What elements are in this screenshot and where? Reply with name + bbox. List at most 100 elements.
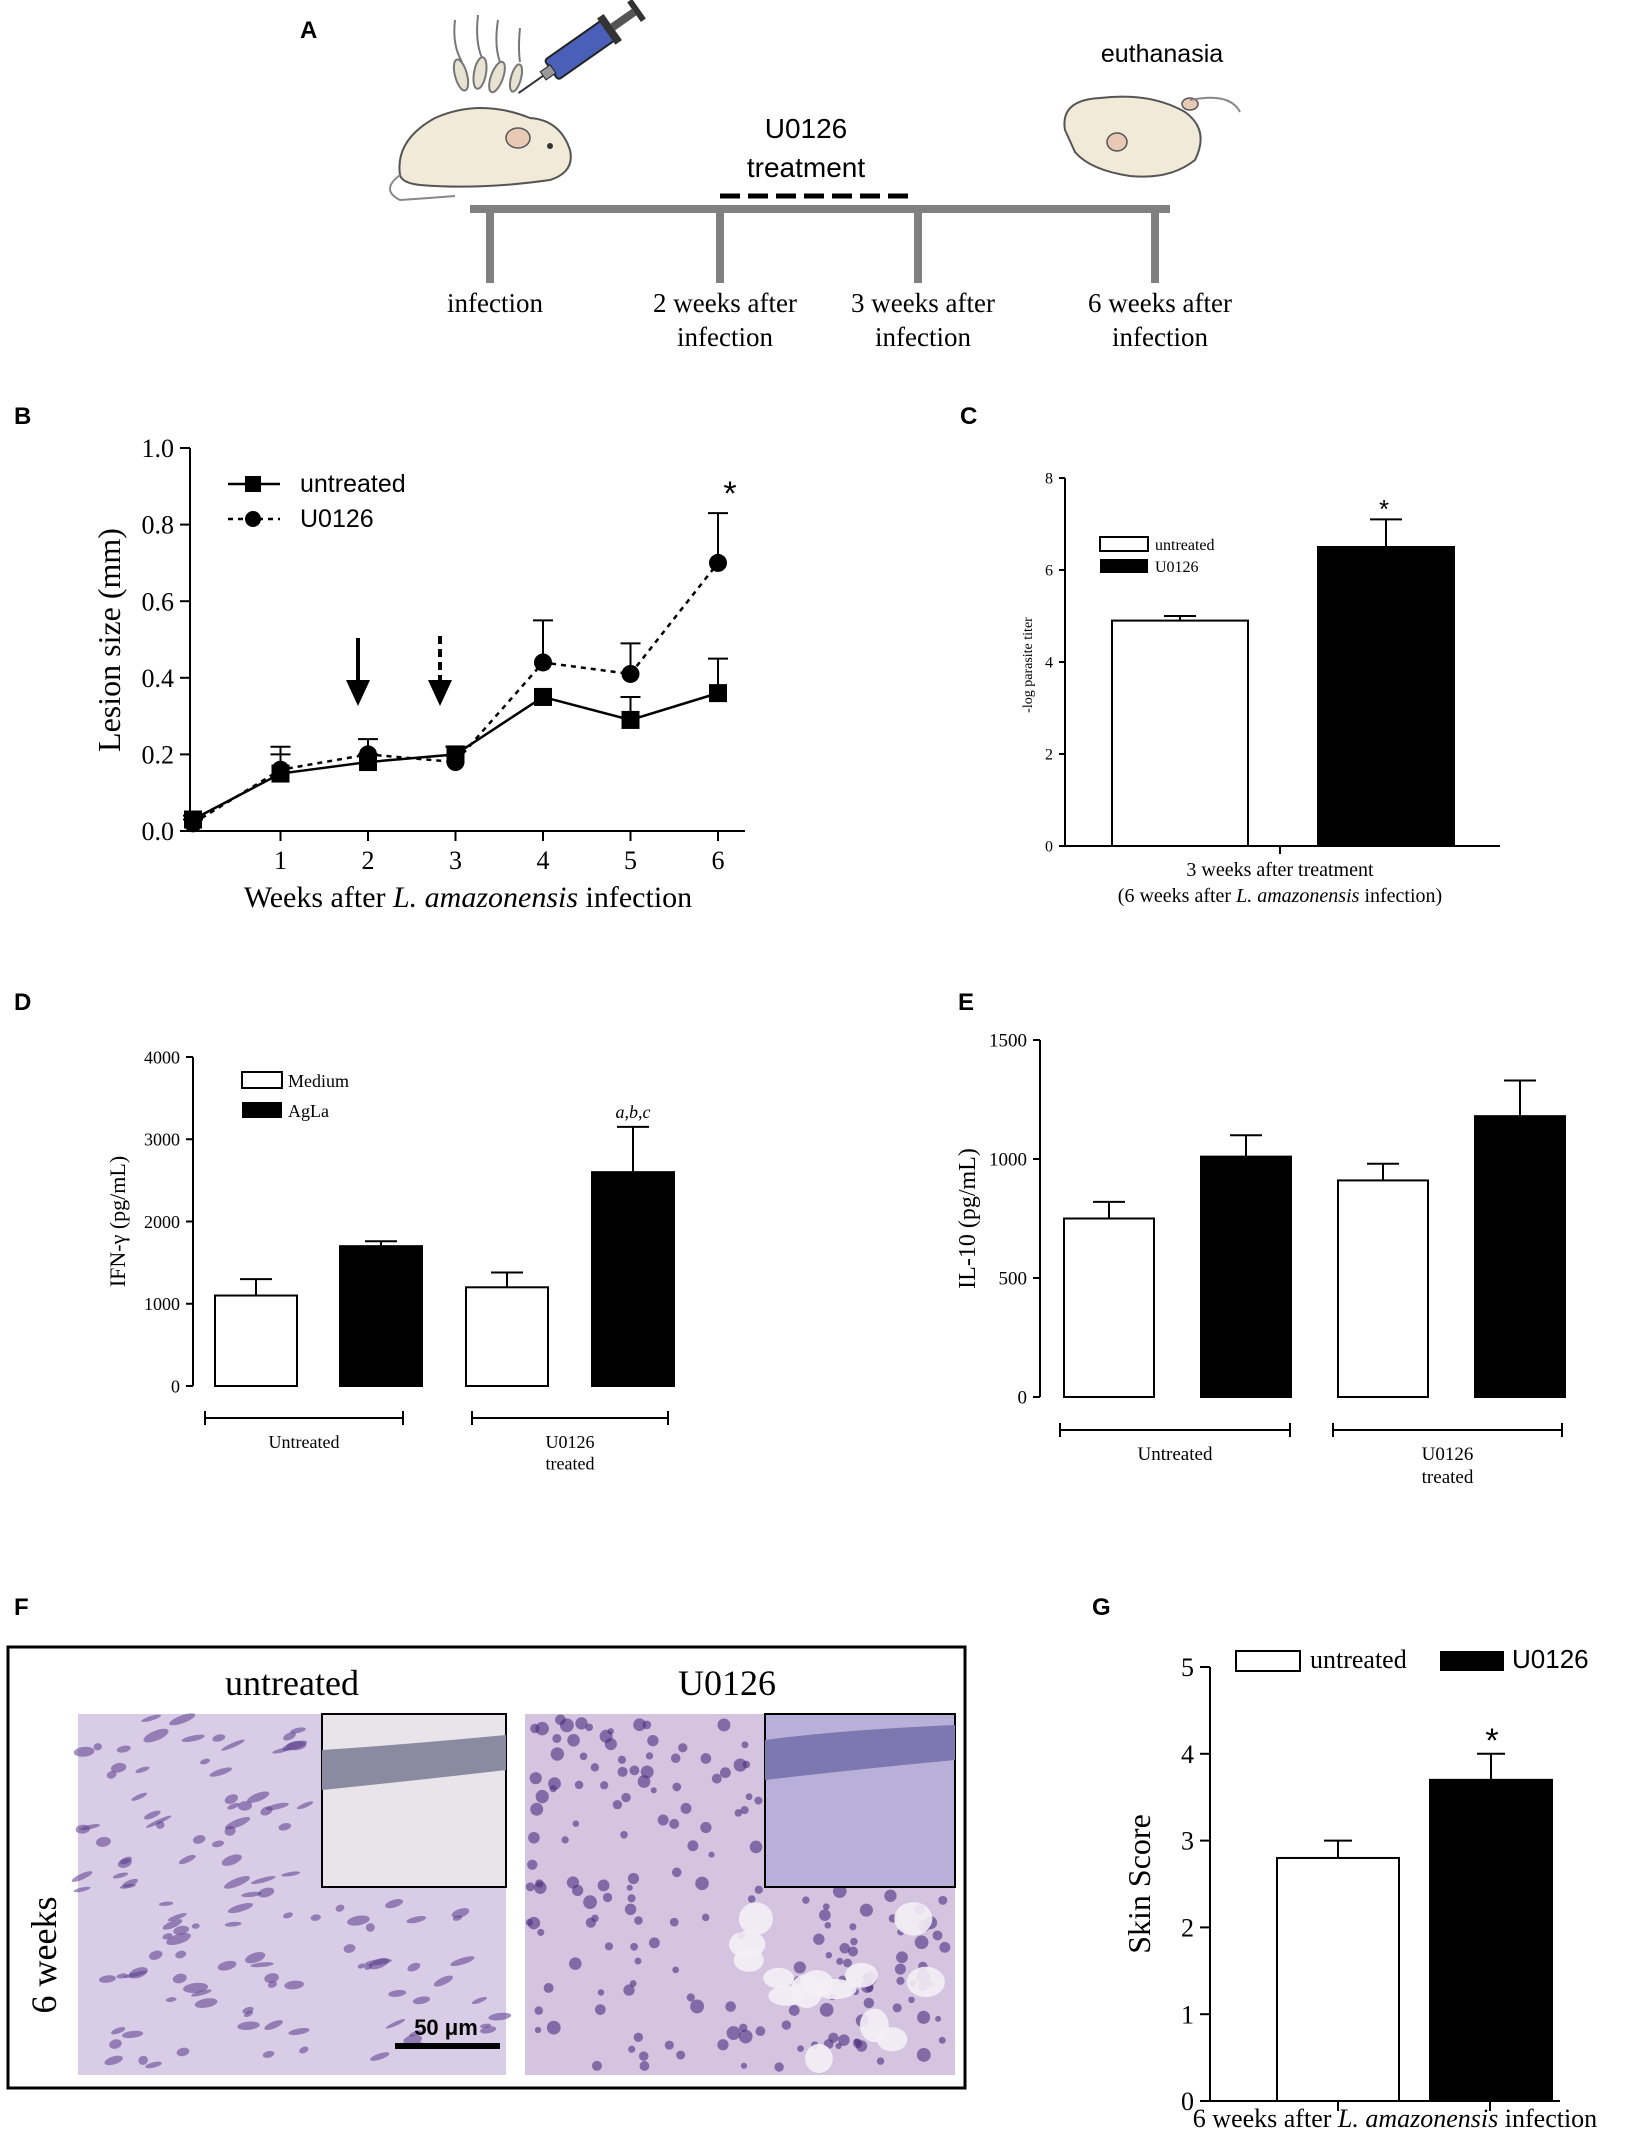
timeline-label: 2 weeks after <box>653 288 797 318</box>
cell-nucleus <box>250 1962 274 1968</box>
cell-nucleus <box>572 1820 580 1827</box>
cell-nucleus <box>639 2061 650 2071</box>
inset-epidermis-untreated <box>322 1735 506 1790</box>
y-tick-label: 2000 <box>144 1212 180 1232</box>
group-label: U0126 <box>546 1432 595 1452</box>
cell-nucleus <box>645 1752 654 1760</box>
cell-nucleus <box>850 1937 858 1946</box>
panel-d: D 0 1000 2000 3000 4000 Untreated U0126treated… <box>14 989 675 1474</box>
data-point-u0126 <box>534 653 552 672</box>
cell-nucleus <box>224 1921 242 1927</box>
cell-nucleus <box>914 1935 929 1950</box>
cell-nucleus <box>569 1957 582 1970</box>
y-axis-label: Lesion size (mm) <box>91 528 127 752</box>
cell-nucleus <box>670 1753 681 1763</box>
bar-Medium-1 <box>1337 1179 1429 1399</box>
legend-swatch-medium <box>241 1071 283 1089</box>
legend-label-u0126: U0126 <box>1512 1644 1589 1674</box>
scale-bar-label: 50 μm <box>414 2015 478 2040</box>
y-tick-label: 0.4 <box>142 664 175 693</box>
bar-untreated <box>1111 619 1249 847</box>
cell-nucleus <box>209 1767 232 1777</box>
cell-nucleus <box>364 1963 373 1970</box>
cell-nucleus <box>221 1854 242 1866</box>
cell-nucleus <box>343 1944 356 1953</box>
y-tick-label: 3000 <box>144 1130 180 1150</box>
cell-nucleus <box>278 1822 292 1831</box>
cell-nucleus <box>284 1980 304 1990</box>
cell-nucleus <box>700 1753 712 1764</box>
cell-nucleus <box>935 2015 942 2022</box>
cell-nucleus <box>264 1973 279 1983</box>
x-axis-label-line2: (6 weeks after L. amazonensis infection) <box>1118 885 1442 907</box>
cell-nucleus <box>717 2039 729 2051</box>
cell-nucleus <box>624 1903 637 1916</box>
cell-nucleus <box>591 2060 602 2071</box>
cell-nucleus <box>543 1982 554 1993</box>
cell-nucleus <box>600 1781 609 1790</box>
cell-nucleus <box>406 1916 427 1924</box>
cell-nucleus <box>145 1815 172 1828</box>
cell-nucleus <box>143 1728 169 1743</box>
y-tick-label: 0 <box>1018 1388 1028 1409</box>
cell-nucleus <box>529 1772 542 1785</box>
legend-label-untreated: untreated <box>1310 1645 1407 1674</box>
cell-nucleus <box>262 2050 275 2058</box>
cell-nucleus <box>630 1942 638 1951</box>
timeline-title: euthanasia <box>1101 40 1223 68</box>
cell-nucleus <box>620 1831 628 1839</box>
cell-nucleus <box>734 1809 743 1817</box>
timeline-ticks: infection 2 weeks after infection 3 weeks a… <box>447 213 1232 352</box>
cell-nucleus <box>178 1854 196 1865</box>
cell-nucleus <box>567 1733 580 1747</box>
panel-letter-d: D <box>14 989 31 1016</box>
cell-nucleus <box>141 1714 161 1723</box>
cell-nucleus <box>583 1895 597 1910</box>
data-point-untreated <box>621 710 640 729</box>
y-tick-label: 0 <box>1181 2087 1194 2116</box>
data-point-u0126 <box>621 664 640 683</box>
data-point-untreated <box>709 684 727 703</box>
cell-nucleus <box>561 1836 569 1844</box>
cell-nucleus <box>116 1745 131 1753</box>
cell-nucleus <box>917 2010 931 2024</box>
cell-nucleus <box>288 2027 310 2036</box>
y-tick-label: 2 <box>1045 747 1053 764</box>
bar-untreated <box>1276 1856 1400 2102</box>
cell-nucleus <box>433 1975 453 1987</box>
parasites-illustration <box>452 14 524 94</box>
cell-nucleus <box>742 1760 751 1769</box>
y-axis-label: IL-10 (pg/mL) <box>955 1148 981 1289</box>
cell-nucleus <box>534 1881 547 1894</box>
cell-nucleus <box>788 2005 800 2016</box>
cell-nucleus <box>678 1743 688 1753</box>
cell-nucleus <box>451 1908 470 1919</box>
cell-nucleus <box>575 1717 588 1730</box>
cell-nucleus <box>388 1989 407 1997</box>
treatment-label-line2: treatment <box>747 152 865 183</box>
histology-row-label: 6 weeks <box>24 1897 64 2014</box>
y-tick-label: 1 <box>1181 2000 1194 2029</box>
legend-label-u0126: U0126 <box>300 505 374 533</box>
timeline-tick <box>716 213 724 283</box>
cell-nucleus <box>224 1875 250 1889</box>
timeline-label: 6 weeks after <box>1088 288 1232 318</box>
cell-nucleus <box>908 1996 915 2004</box>
panel-b: B 0.0 0.2 0.4 0.6 0.8 1.0 1 2 3 4 5 6 Weeks after L.… <box>14 403 745 914</box>
bar-AgLa-1 <box>591 1171 675 1388</box>
y-tick-label: 5 <box>1181 1653 1194 1682</box>
cell-nucleus <box>106 1770 117 1779</box>
cell-nucleus <box>740 2062 748 2069</box>
cell-nucleus <box>191 1923 200 1929</box>
panel-letter-a: A <box>300 17 317 44</box>
chart-c-bar: 0 2 4 6 8 * -log parasite titer 3 weeks after t… <box>1021 471 1500 907</box>
cell-nucleus <box>183 1982 209 1993</box>
cell-nucleus <box>650 1787 657 1794</box>
cell-nucleus <box>135 1766 150 1773</box>
cell-nucleus <box>701 1913 710 1922</box>
cell-nucleus <box>754 1796 763 1805</box>
cell-nucleus <box>145 2061 162 2069</box>
cell-nucleus <box>571 1884 584 1897</box>
cell-nucleus <box>534 2026 542 2034</box>
cell-nucleus <box>894 1963 906 1975</box>
